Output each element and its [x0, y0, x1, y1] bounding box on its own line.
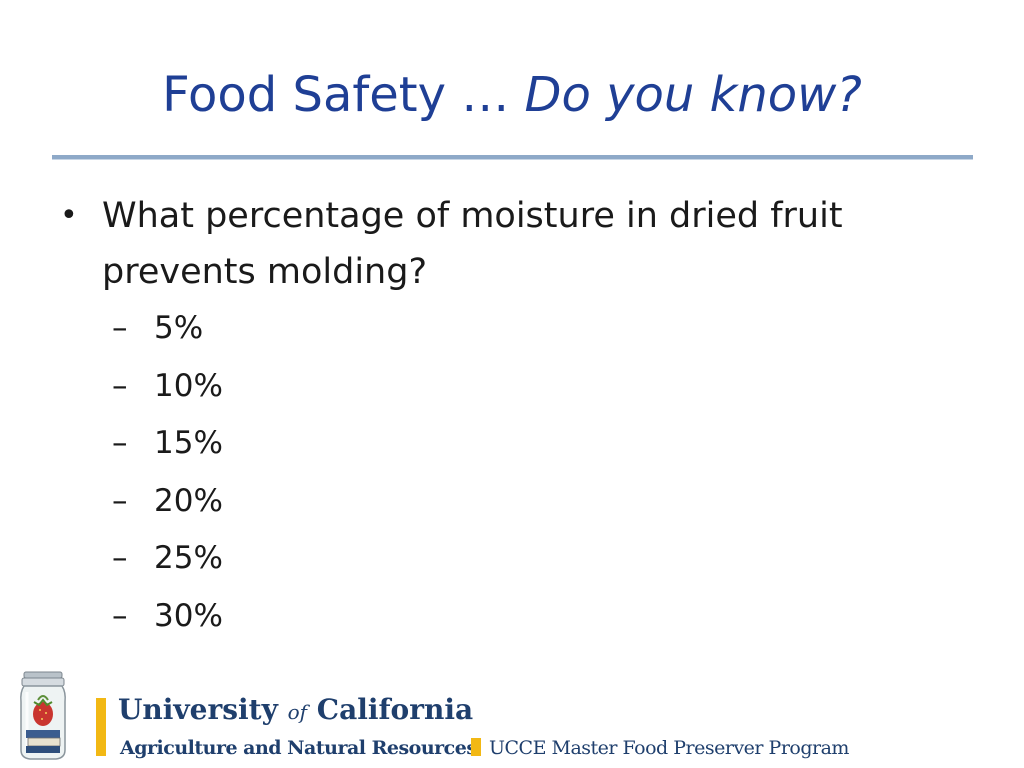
bullet-icon: • [60, 198, 78, 233]
option-item: – 25% [60, 530, 960, 588]
dash-icon: – [112, 367, 128, 404]
option-label: 30% [154, 597, 223, 634]
dash-icon: – [112, 597, 128, 634]
title-italic: Do you know? [524, 67, 862, 123]
dash-icon: – [112, 540, 128, 576]
answer-options: – 5% – 10% – 15% – 20% – 25% – 30% [60, 300, 960, 645]
division-name: Agriculture and Natural Resources [120, 737, 477, 759]
title-divider [52, 155, 973, 159]
slide-content: • What percentage of moisture in dried f… [60, 188, 960, 645]
option-label: 20% [154, 482, 223, 519]
university-name: University of California [118, 692, 473, 730]
option-item: – 30% [60, 588, 960, 646]
option-label: 15% [154, 425, 223, 461]
slide-title: Food Safety … Do you know? [0, 62, 1024, 128]
question-bullet: • What percentage of moisture in dried f… [60, 188, 960, 300]
university-left: University [118, 693, 288, 726]
option-label: 10% [154, 367, 223, 404]
option-item: – 15% [60, 415, 960, 473]
option-item: – 10% [60, 358, 960, 416]
dash-icon: – [112, 425, 128, 461]
option-label: 5% [154, 310, 204, 346]
university-of: of [287, 700, 308, 724]
title-prefix: Food Safety … [162, 67, 525, 123]
option-item: – 5% [60, 300, 960, 358]
footer: University of California Agriculture and… [0, 662, 1024, 768]
gold-accent-square [471, 738, 481, 756]
gold-accent-bar [96, 698, 106, 756]
dash-icon: – [112, 310, 128, 346]
dash-icon: – [112, 482, 128, 519]
program-name: UCCE Master Food Preserver Program [489, 737, 849, 759]
preserve-jar-icon [18, 670, 68, 762]
option-item: – 20% [60, 473, 960, 531]
university-right: California [307, 693, 474, 726]
question-text-line1: What percentage of moisture in dried fru… [102, 196, 843, 236]
question-text-line2: prevents molding? [102, 252, 428, 292]
option-label: 25% [154, 540, 223, 576]
